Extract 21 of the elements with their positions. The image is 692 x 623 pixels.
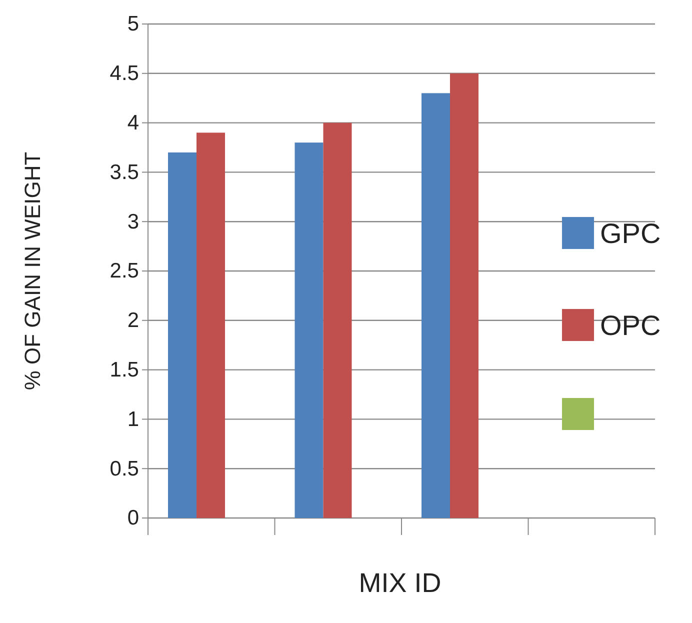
bar (422, 93, 450, 518)
bar (323, 122, 352, 518)
bar (168, 152, 196, 518)
y-tick-label: 0 (127, 506, 139, 530)
bar (294, 142, 324, 518)
y-tick-label: 4 (127, 112, 140, 135)
y-tick-label: 2 (127, 309, 139, 332)
y-tick-label: 1 (127, 408, 139, 431)
y-tick-label: 0.5 (110, 457, 139, 480)
legend-label: GPC (600, 218, 661, 249)
y-tick-label: 3.5 (110, 160, 139, 184)
y-axis-title: % OF GAIN IN WEIGHT (20, 152, 45, 390)
y-tick-label: 3 (127, 210, 139, 234)
y-tick-label: 4.5 (110, 62, 139, 86)
legend-label: OPC (600, 310, 661, 341)
y-tick-label: 1.5 (110, 358, 139, 382)
y-tick-label: 2.5 (110, 260, 139, 283)
y-tick-label: 5 (127, 12, 139, 36)
bar (450, 73, 478, 518)
x-axis-title: MIX ID (358, 568, 442, 598)
bar (196, 132, 225, 518)
